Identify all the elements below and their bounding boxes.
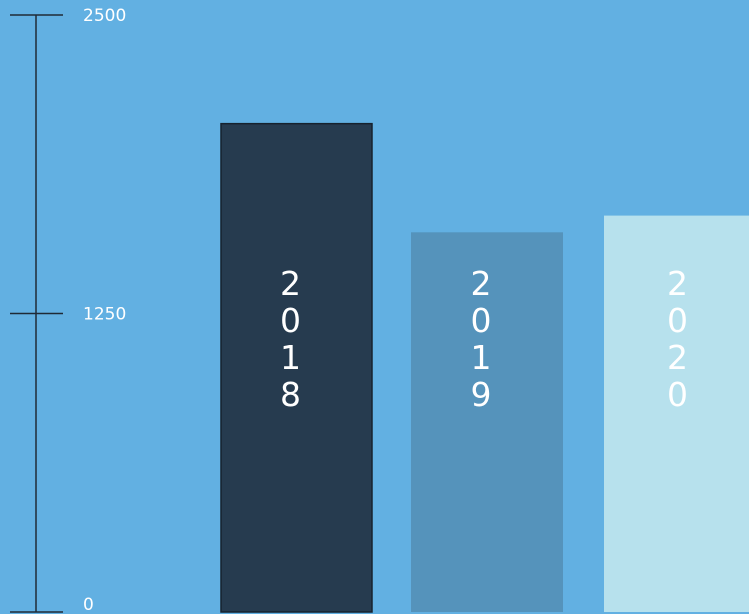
y-axis: 0 1250 2500: [10, 6, 126, 614]
bar-2019: [411, 232, 563, 613]
y-tick-label-1250: 1250: [83, 305, 126, 325]
y-tick-label-0: 0: [83, 595, 94, 614]
bars: 2 0 1 8 2 0 1 9 2 0 2 0: [220, 122, 749, 613]
bar-2020: [604, 215, 749, 613]
y-tick-label-2500: 2500: [83, 6, 126, 26]
bar-2018: [220, 122, 373, 613]
